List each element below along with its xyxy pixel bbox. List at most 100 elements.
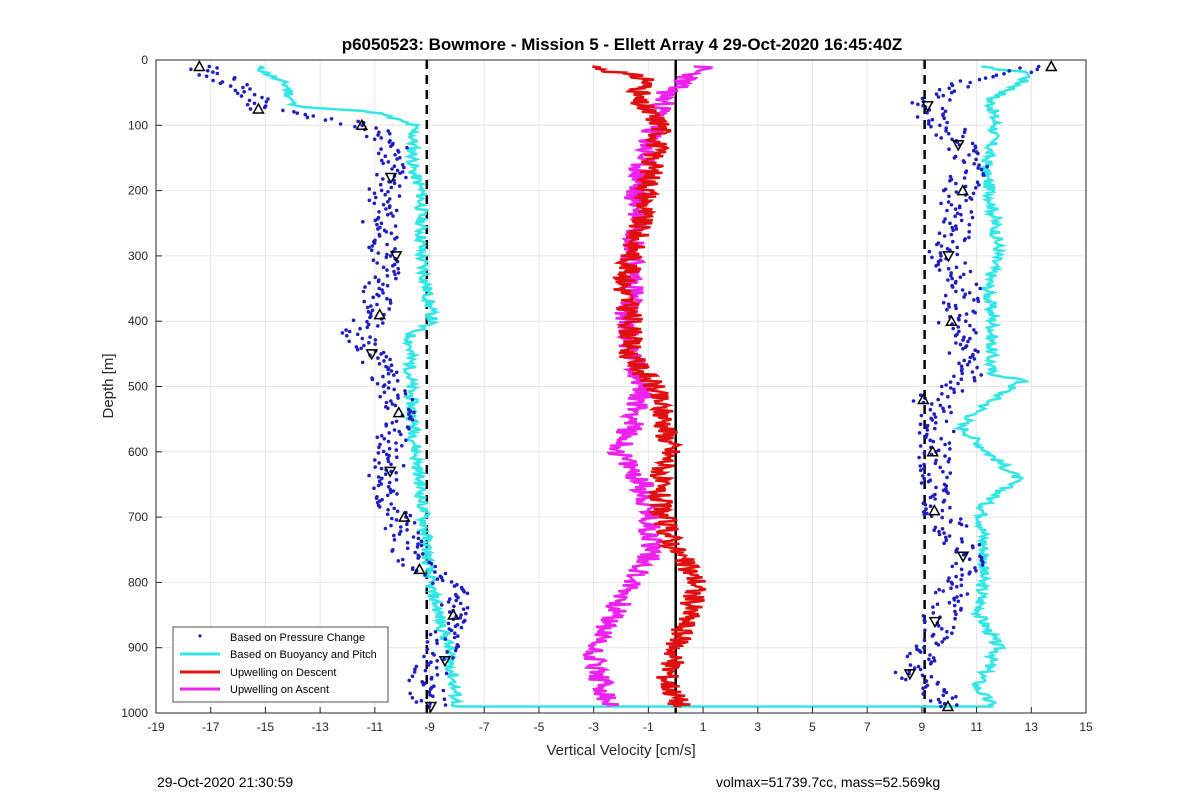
data-point-pressure	[456, 634, 460, 638]
data-point-pressure	[360, 336, 365, 341]
data-point-pressure	[365, 319, 369, 324]
data-point-pressure	[936, 643, 941, 647]
marker-triangle	[956, 184, 970, 196]
data-point-pressure	[435, 577, 440, 581]
data-point-pressure	[389, 211, 393, 216]
data-point-pressure	[379, 482, 384, 486]
data-point-pressure	[446, 621, 451, 626]
data-point-pressure	[373, 465, 378, 469]
data-point-pressure	[973, 310, 977, 315]
data-point-pressure	[252, 101, 257, 106]
data-point-pressure	[900, 676, 904, 680]
marker-triangle	[193, 59, 206, 72]
data-point-pressure	[400, 163, 405, 167]
data-point-pressure	[934, 133, 938, 137]
data-point-pressure	[944, 419, 949, 424]
legend-label: Based on Pressure Change	[230, 632, 365, 644]
data-point-pressure	[419, 543, 424, 548]
data-point-pressure	[968, 323, 972, 328]
data-point-pressure	[933, 426, 937, 431]
data-point-pressure	[942, 116, 946, 121]
data-point-pressure	[981, 173, 986, 177]
data-point-pressure	[396, 150, 401, 154]
data-point-pressure	[950, 631, 954, 635]
data-point-pressure	[248, 87, 252, 91]
data-point-pressure	[929, 674, 934, 679]
data-point-pressure	[368, 311, 373, 316]
data-point-pressure	[944, 383, 948, 387]
data-point-pressure	[398, 171, 402, 176]
data-point-pressure	[939, 136, 943, 140]
data-point-pressure	[391, 264, 395, 268]
data-point-pressure	[925, 110, 929, 115]
data-point-pressure	[451, 656, 455, 660]
data-point-pressure	[384, 207, 388, 211]
data-point-pressure	[405, 522, 409, 526]
data-point-pressure	[410, 418, 415, 422]
data-point-pressure	[416, 530, 421, 535]
data-point-pressure	[947, 576, 951, 580]
data-point-pressure	[975, 180, 980, 184]
data-point-pressure	[928, 661, 933, 666]
data-point-pressure	[927, 249, 932, 254]
data-point-pressure	[386, 160, 391, 164]
data-point-pressure	[933, 590, 938, 595]
data-point-pressure	[384, 230, 389, 234]
data-point-pressure	[393, 247, 397, 251]
data-point-pressure	[413, 667, 417, 671]
data-point-pressure	[381, 202, 386, 207]
data-point-pressure	[452, 635, 457, 640]
data-point-pressure	[442, 657, 446, 662]
data-point-pressure	[387, 431, 392, 435]
data-point-pressure	[373, 338, 378, 342]
marker-triangle	[941, 699, 955, 712]
data-point-pressure	[338, 122, 343, 126]
data-point-pressure	[942, 637, 947, 641]
data-point-pressure	[393, 403, 398, 408]
data-point-pressure	[375, 381, 380, 386]
data-point-pressure	[971, 545, 975, 550]
data-point-pressure	[262, 105, 267, 110]
data-point-pressure	[958, 79, 963, 83]
data-point-pressure	[377, 130, 381, 135]
data-point-pressure	[942, 188, 946, 193]
data-point-pressure	[972, 376, 976, 380]
data-point-pressure	[385, 212, 390, 217]
data-point-pressure	[412, 521, 417, 525]
data-point-pressure	[908, 651, 912, 656]
data-point-pressure	[963, 127, 967, 132]
data-point-pressure	[985, 164, 989, 169]
data-point-pressure	[973, 146, 978, 150]
data-point-pressure	[392, 387, 397, 392]
data-point-pressure	[245, 102, 250, 107]
data-point-pressure	[922, 645, 926, 650]
data-point-pressure	[408, 513, 413, 518]
data-point-pressure	[950, 225, 954, 230]
data-point-pressure	[439, 603, 444, 607]
data-point-pressure	[396, 266, 401, 271]
data-point-pressure	[358, 326, 362, 331]
data-point-pressure	[947, 534, 952, 538]
data-point-pressure	[395, 509, 400, 514]
data-point-pressure	[389, 490, 393, 495]
data-point-pressure	[433, 570, 437, 574]
data-point-pressure	[953, 281, 958, 285]
data-point-pressure	[431, 581, 435, 586]
data-point-pressure	[994, 73, 999, 77]
data-point-pressure	[954, 550, 958, 554]
data-point-pressure	[394, 441, 398, 445]
data-point-pressure	[444, 671, 449, 676]
legend-entry-descent: Upwelling on Descent	[180, 667, 336, 679]
data-point-pressure	[954, 306, 958, 311]
data-point-pressure	[943, 109, 948, 114]
data-point-pressure	[360, 360, 365, 365]
data-point-pressure	[947, 86, 951, 91]
data-point-pressure	[931, 605, 935, 609]
data-point-pressure	[972, 162, 976, 166]
data-point-pressure	[400, 170, 405, 174]
data-point-pressure	[376, 324, 380, 328]
data-point-pressure	[976, 296, 980, 301]
data-point-pressure	[381, 161, 386, 166]
data-point-pressure	[395, 492, 399, 496]
data-point-pressure	[399, 432, 403, 437]
